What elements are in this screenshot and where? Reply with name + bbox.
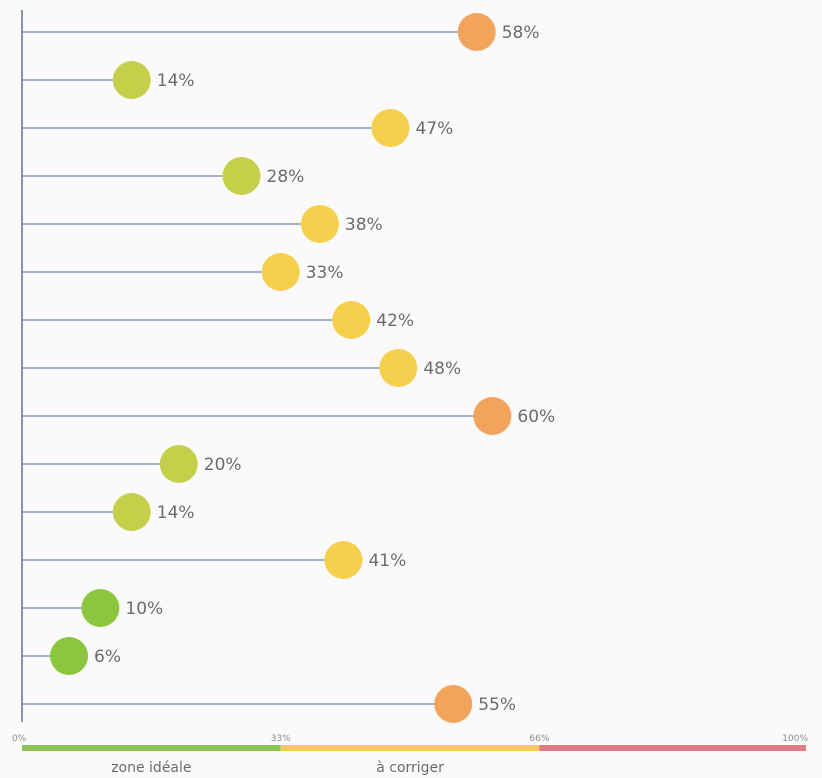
lollipop-dot xyxy=(159,445,198,483)
lollipop-dot xyxy=(50,637,89,675)
value-label: 14% xyxy=(157,503,195,523)
value-label: 38% xyxy=(345,215,383,235)
lollipop-dot xyxy=(81,589,120,627)
zone-bar xyxy=(539,745,806,751)
x-tick-label: 100% xyxy=(782,734,808,744)
value-label: 48% xyxy=(423,359,461,379)
lollipop-dot xyxy=(222,157,261,195)
lollipop-dot xyxy=(379,349,418,387)
zone-label: zone idéale xyxy=(111,760,191,776)
lollipop-dot xyxy=(324,541,363,579)
value-label: 55% xyxy=(478,695,516,715)
value-label: 10% xyxy=(125,599,163,619)
value-label: 20% xyxy=(204,455,242,475)
value-label-group: 58% 14% 47% 28% 38% 33% 42% 48% 60% 20% 14% 41% 10% 6… xyxy=(94,23,555,715)
value-label: 58% xyxy=(502,23,540,43)
x-tick-group: 0% 33% 66% 100% xyxy=(12,734,808,744)
value-label: 42% xyxy=(376,311,414,331)
value-label: 33% xyxy=(306,263,344,283)
lollipop-dot xyxy=(457,13,496,51)
value-label: 47% xyxy=(415,119,453,139)
value-label: 60% xyxy=(517,407,555,427)
lollipop-dot xyxy=(261,253,300,291)
lollipop-dot xyxy=(371,109,410,147)
value-label: 41% xyxy=(368,551,406,571)
lollipop-dot xyxy=(473,397,512,435)
dot-group xyxy=(50,13,512,723)
x-tick-label: 0% xyxy=(12,734,27,744)
lollipop-dot xyxy=(112,61,151,99)
x-tick-label: 33% xyxy=(271,734,291,744)
x-tick-label: 66% xyxy=(529,734,549,744)
value-label: 28% xyxy=(267,167,305,187)
value-label: 6% xyxy=(94,647,121,667)
zone-bar xyxy=(280,745,540,751)
value-label: 14% xyxy=(157,71,195,91)
lollipop-dot xyxy=(434,685,473,723)
lollipop-dot xyxy=(300,205,339,243)
lollipop-dot xyxy=(332,301,371,339)
zone-label: à corriger xyxy=(376,760,444,776)
zone-bar-group: zone idéale à corriger xyxy=(22,745,806,776)
lollipop-dot xyxy=(112,493,151,531)
zone-bar xyxy=(22,745,281,751)
